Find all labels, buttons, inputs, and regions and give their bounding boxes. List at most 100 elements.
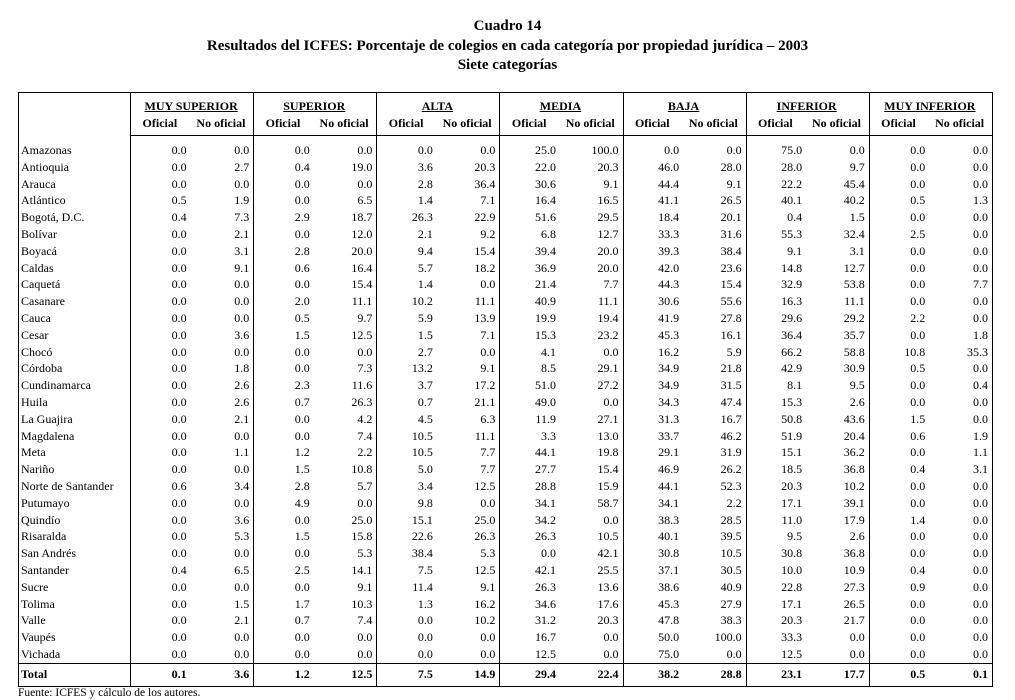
cell: 0.0 <box>973 226 988 241</box>
cell: 0.6 <box>253 259 314 277</box>
cell: 40.9 <box>720 579 742 594</box>
cell: 0.0 <box>130 343 191 361</box>
cell: 4.5 <box>376 410 437 428</box>
table-row: Sucre 0.0 0.0 0.0 9.1 11.4 9.1 26.3 13.6 38.6 40.9… <box>19 578 993 596</box>
cell: 0.0 <box>973 613 988 628</box>
cell: 5.3 <box>234 529 250 544</box>
cell: 37.1 <box>622 561 684 579</box>
cell: 26.3 <box>474 529 496 544</box>
cell: 7.7 <box>480 462 496 477</box>
cell: 0.7 <box>376 393 437 411</box>
cell: 11.1 <box>474 428 496 443</box>
cell: 30.8 <box>622 545 684 562</box>
cell: 34.2 <box>499 511 560 529</box>
cell: 28.0 <box>745 158 807 176</box>
cell: 0.0 <box>130 377 191 394</box>
cell: 10.2 <box>474 613 496 628</box>
cell: 7.7 <box>973 277 988 292</box>
cell: 0.0 <box>253 645 314 664</box>
cell: 12.5 <box>499 645 560 664</box>
cell: 25.5 <box>597 562 619 577</box>
table-row: Nariño 0.0 0.0 1.5 10.8 5.0 7.7 27.7 15.4 46.9 26.… <box>19 461 993 478</box>
cell: 7.7 <box>480 445 496 460</box>
cell: 42.0 <box>622 259 684 277</box>
row-label: Tolima <box>21 596 55 611</box>
cell: 5.0 <box>376 461 437 478</box>
table-row: Antioquia 0.0 2.7 0.4 19.0 3.6 20.3 22.0 20.3 46.… <box>19 158 993 176</box>
cell: 0.0 <box>973 310 988 325</box>
row-label: San Andrés <box>21 546 76 561</box>
cell: 15.9 <box>597 478 619 493</box>
cell: 36.2 <box>843 445 865 460</box>
cell: 0.0 <box>603 344 619 359</box>
cell: 0.0 <box>234 630 250 645</box>
cell: 0.0 <box>973 512 988 527</box>
cell: 1.5 <box>376 326 437 344</box>
table-row: Bolívar 0.0 2.1 0.0 12.0 2.1 9.2 6.8 12.7 33.3 31.… <box>19 225 993 243</box>
cell: 17.1 <box>745 494 807 512</box>
cell: 0.0 <box>130 528 191 546</box>
cell: 0.0 <box>130 309 191 327</box>
cell: 22.2 <box>745 175 807 193</box>
cell: 33.7 <box>622 427 684 445</box>
cell: 1.9 <box>234 193 250 208</box>
cell: 7.1 <box>480 193 496 208</box>
cell: 9.2 <box>480 226 496 241</box>
cell: 20.3 <box>597 613 619 628</box>
cell: 0.0 <box>480 344 496 359</box>
cell: 0.0 <box>973 243 988 258</box>
cell: 15.4 <box>351 277 373 292</box>
cell: 7.1 <box>480 327 496 342</box>
cell: 5.7 <box>357 478 373 493</box>
cell: 26.3 <box>499 528 560 546</box>
cell: 27.2 <box>597 378 619 393</box>
cell: 28.8 <box>499 477 560 495</box>
cell: 51.6 <box>499 209 560 226</box>
cell: 0.0 <box>357 176 373 191</box>
subheader: No oficial <box>313 114 377 136</box>
cell: 0.0 <box>357 143 373 157</box>
cell: 0.0 <box>603 646 619 661</box>
cell: 11.1 <box>597 294 619 309</box>
cell: 29.4 <box>499 662 560 687</box>
cell: 19.9 <box>499 309 560 327</box>
cell: 34.9 <box>622 360 684 378</box>
cell: 10.5 <box>376 444 437 462</box>
table-row: Cesar 0.0 3.6 1.5 12.5 1.5 7.1 15.3 23.2 45.3 16.1… <box>19 326 993 344</box>
cell: 9.7 <box>849 159 865 174</box>
cell: 19.8 <box>597 445 619 460</box>
cell: 3.6 <box>190 662 254 687</box>
cell: 0.0 <box>868 477 930 495</box>
cell: 0.0 <box>973 294 988 309</box>
cell: 0.0 <box>234 310 250 325</box>
cell: 0.0 <box>130 225 191 243</box>
table-row: San Andrés 0.0 0.0 0.0 5.3 38.4 5.3 0.0 42.1 30.8… <box>19 545 993 562</box>
cell: 0.0 <box>868 612 930 630</box>
cell: 0.0 <box>868 494 930 512</box>
cell: 11.6 <box>351 378 373 393</box>
cell: 22.9 <box>474 210 496 225</box>
cell: 3.1 <box>849 243 865 258</box>
group-label: INFERIOR <box>776 99 837 113</box>
cell: 39.3 <box>622 242 684 260</box>
cell: 38.2 <box>622 662 684 687</box>
cell: 2.8 <box>376 175 437 193</box>
cell: 5.3 <box>480 546 496 561</box>
cell: 1.2 <box>253 444 314 462</box>
cell: 16.2 <box>474 596 496 611</box>
cell: 40.9 <box>499 293 560 310</box>
cell: 17.6 <box>597 596 619 611</box>
row-label: Risaralda <box>21 529 67 544</box>
cell: 7.5 <box>376 662 437 687</box>
cell: 15.4 <box>720 277 742 292</box>
cell: 19.4 <box>597 310 619 325</box>
row-label: Cesar <box>21 327 49 342</box>
cell: 31.9 <box>720 445 742 460</box>
cell: 28.8 <box>683 662 747 687</box>
cell: 0.0 <box>130 494 191 512</box>
cell: 0.0 <box>480 630 496 645</box>
cell: 0.7 <box>253 393 314 411</box>
cell: 35.3 <box>967 344 988 359</box>
cell: 25.0 <box>474 512 496 527</box>
cell: 5.9 <box>726 344 742 359</box>
